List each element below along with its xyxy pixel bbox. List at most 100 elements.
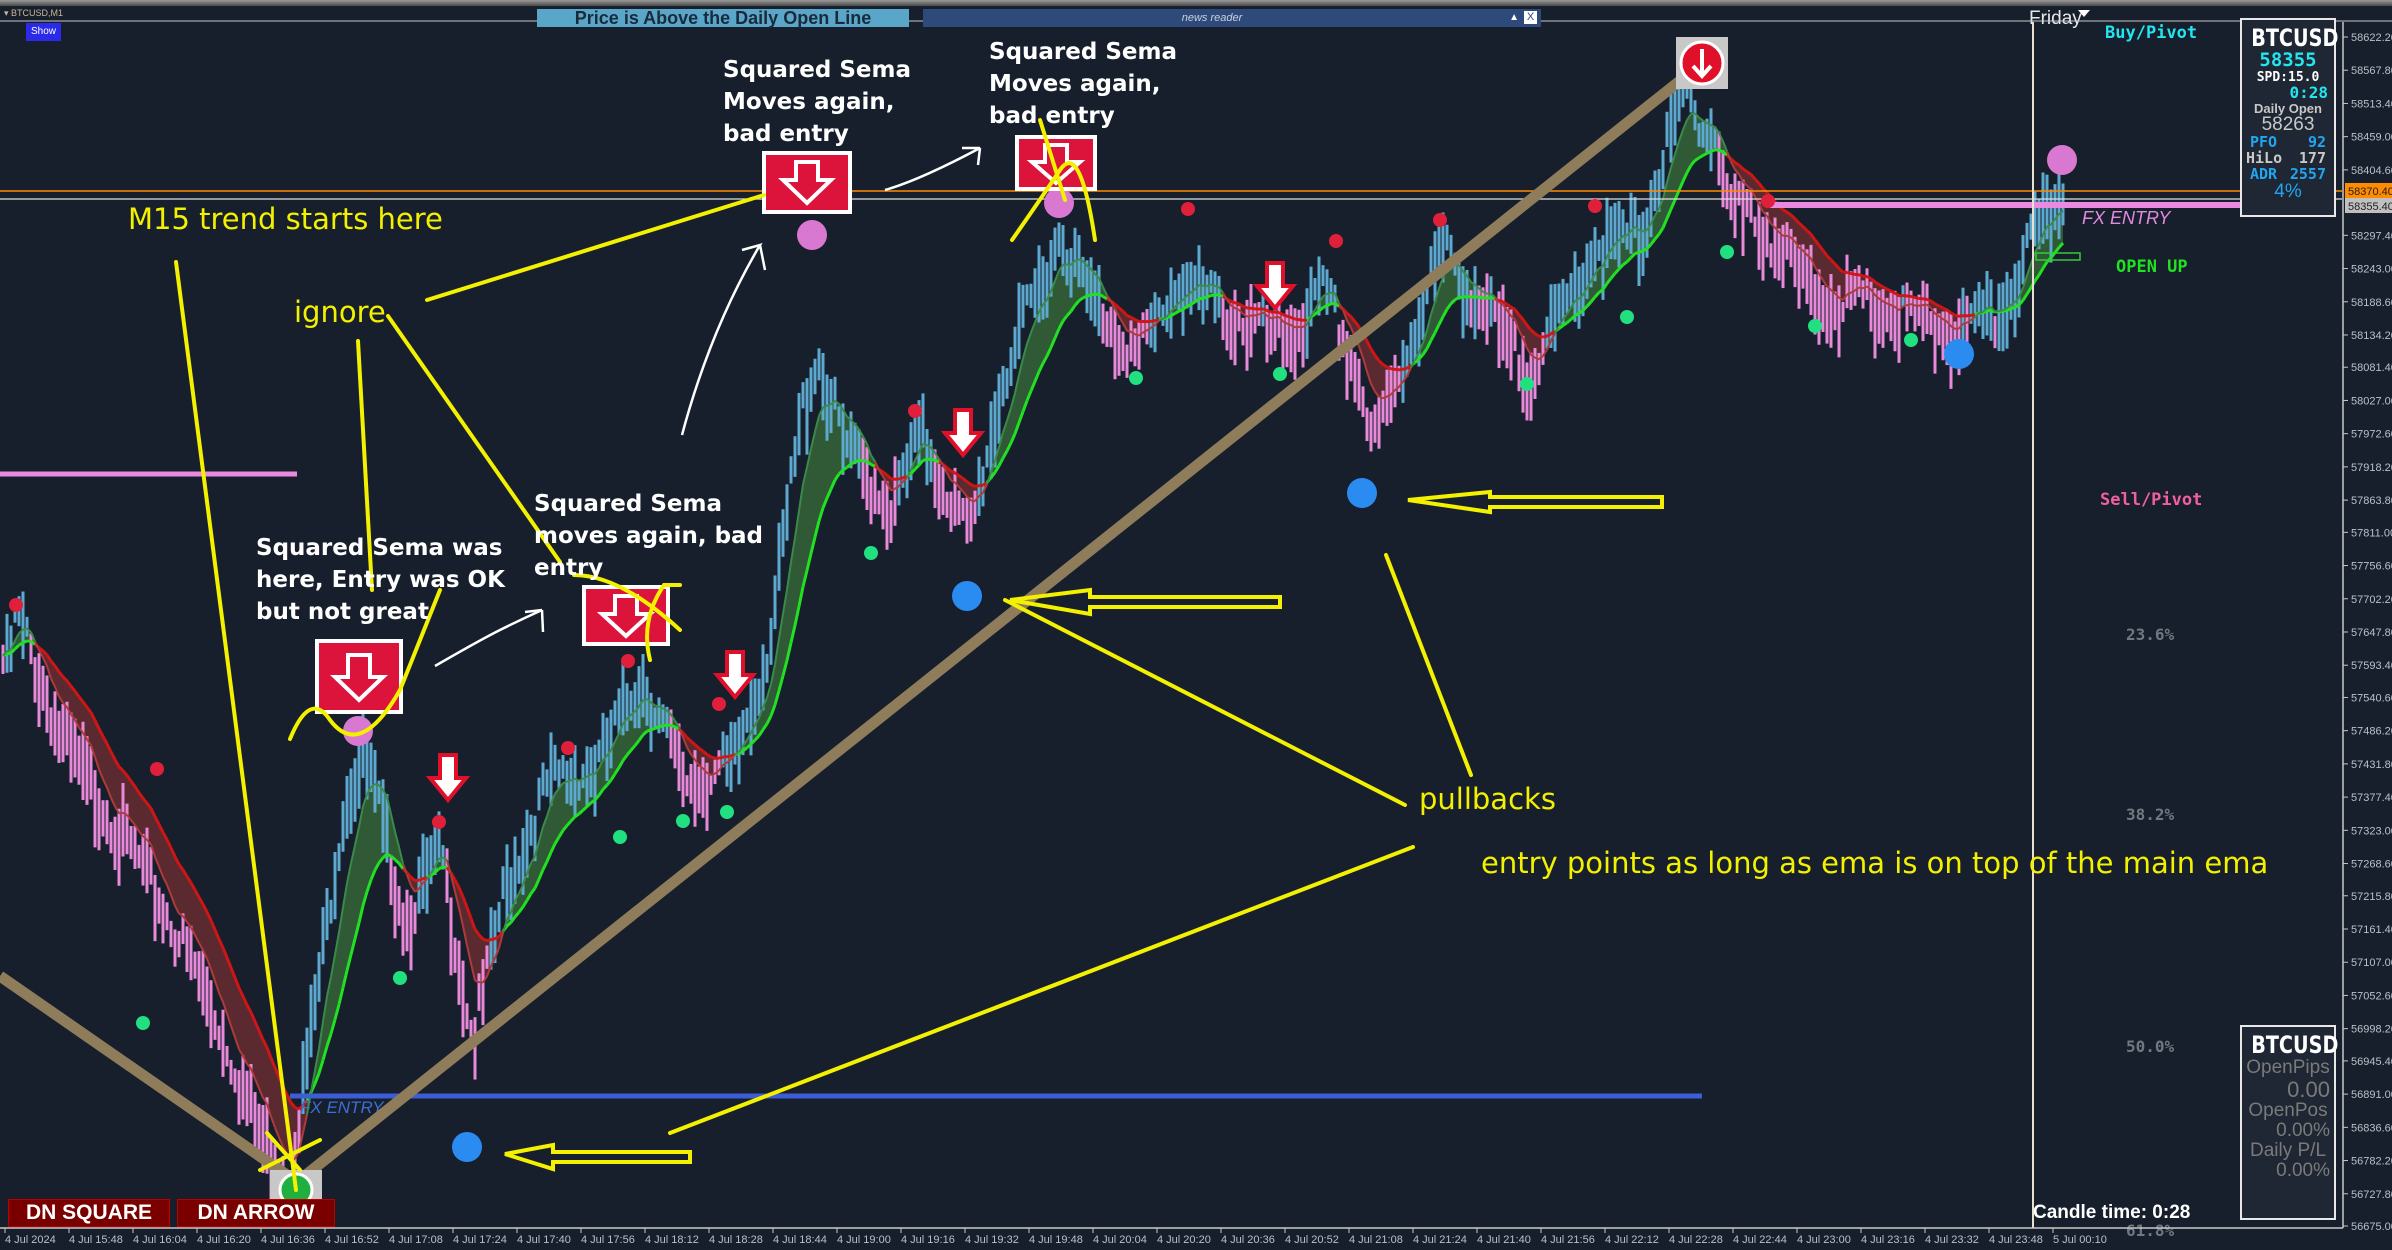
squared-sema-segment <box>970 499 976 503</box>
squared-sema-segment <box>978 492 984 497</box>
note-line: bad entry <box>723 121 849 147</box>
ema-cloud-segment <box>251 1012 255 1079</box>
squared-sema-segment <box>382 789 388 798</box>
squared-sema-segment <box>122 811 128 816</box>
squared-sema-segment <box>682 736 688 748</box>
squared-sema-segment <box>326 976 332 997</box>
squared-sema-segment <box>1922 303 1928 307</box>
main-ema-segment <box>601 784 609 791</box>
squared-sema-segment <box>362 794 368 807</box>
annotation-entry-points: entry points as long as ema is on top of… <box>1481 846 2268 880</box>
main-ema-segment <box>2041 261 2049 270</box>
red-dot <box>9 598 23 612</box>
main-ema-segment <box>77 695 85 703</box>
squared-sema-segment <box>1706 122 1712 126</box>
squared-sema-segment <box>58 695 64 704</box>
main-ema-segment <box>2014 303 2020 309</box>
main-ema-segment <box>1710 148 1716 153</box>
squared-sema-segment <box>1666 167 1672 183</box>
time-tick-label: 4 Jul 17:56 <box>581 1234 635 1246</box>
squared-sema-segment <box>222 1001 228 1014</box>
price-tick-label: 57161.40 <box>2351 924 2392 936</box>
ema-cloud-segment <box>1371 348 1375 392</box>
main-ema-segment <box>1746 170 1752 176</box>
main-ema-segment <box>2057 242 2065 249</box>
squared-sema-segment <box>1166 311 1172 318</box>
ema-cloud-segment <box>819 407 823 521</box>
squared-sema-segment <box>922 442 928 447</box>
squared-sema-segment <box>542 815 548 828</box>
squared-sema-segment <box>1434 288 1440 303</box>
note-line: Moves again, <box>989 71 1160 97</box>
squared-sema-segment <box>1690 112 1696 115</box>
main-ema-segment <box>581 805 589 812</box>
main-ema-segment <box>1437 316 1445 326</box>
squared-sema-segment <box>86 738 92 746</box>
main-ema-segment <box>1150 319 1156 323</box>
main-ema-segment <box>1525 324 1533 332</box>
price-tick-label: 56998.20 <box>2351 1024 2392 1036</box>
squared-sema-segment <box>774 638 780 665</box>
squared-sema-segment <box>1042 299 1048 306</box>
dn-arrow-button[interactable]: DN ARROW <box>177 1199 335 1227</box>
squared-sema-segment <box>358 806 364 828</box>
squared-sema-segment <box>1902 304 1908 308</box>
main-ema-segment <box>1846 270 1852 276</box>
main-ema-segment <box>781 659 789 677</box>
main-ema-segment <box>777 675 785 691</box>
squared-sema-segment <box>1238 309 1244 315</box>
main-ema-segment <box>2017 299 2025 306</box>
ema-cloud-segment <box>1815 239 1819 274</box>
main-ema-segment <box>1417 353 1425 361</box>
squared-sema-segment <box>1542 349 1548 357</box>
price-tick-label: 57377.40 <box>2351 792 2392 804</box>
squared-sema-segment <box>1826 285 1832 291</box>
main-ema-segment <box>1593 291 1601 298</box>
main-ema-segment <box>1793 217 1801 225</box>
main-ema-segment <box>1950 311 1956 317</box>
main-ema-segment <box>662 723 668 728</box>
squared-sema-segment <box>1806 254 1812 260</box>
time-tick-label: 4 Jul 18:44 <box>773 1234 827 1246</box>
dn-square-button[interactable]: DN SQUARE <box>8 1199 170 1227</box>
main-ema-segment <box>1821 249 1829 257</box>
squared-sema-segment <box>1186 291 1192 297</box>
squared-sema-segment <box>1894 306 1900 311</box>
main-ema-segment <box>177 863 185 871</box>
squared-sema-segment <box>182 915 188 923</box>
down-arrow-icon <box>596 594 656 639</box>
hilo-label: HiLo <box>2246 148 2283 167</box>
squared-sema-segment <box>674 720 680 728</box>
triangle-up-icon[interactable]: ▲ <box>1509 12 1519 23</box>
squared-sema-segment <box>190 927 196 936</box>
ema-cloud-segment <box>1655 208 1659 240</box>
main-ema-segment <box>213 929 221 940</box>
squared-sema-segment <box>1462 270 1468 277</box>
time-tick-label: 4 Jul 16:20 <box>197 1234 251 1246</box>
time-tick-label: 4 Jul 19:48 <box>1029 1234 1083 1246</box>
squared-sema-segment <box>754 717 760 726</box>
squared-sema-segment <box>818 407 824 417</box>
squared-sema-segment <box>1614 239 1620 245</box>
ema-cloud-segment <box>235 977 239 1050</box>
close-button[interactable]: X <box>1524 11 1537 24</box>
red-dot <box>1181 202 1195 216</box>
main-ema-segment <box>870 463 876 468</box>
main-ema-segment <box>2033 274 2041 282</box>
main-ema-segment <box>157 823 165 834</box>
main-ema-segment <box>801 570 809 588</box>
show-button[interactable]: Show <box>26 23 61 41</box>
squared-sema-segment <box>902 476 908 483</box>
main-ema-segment <box>353 922 361 940</box>
squared-sema-segment <box>446 859 452 876</box>
squared-sema-segment <box>778 613 784 639</box>
news-reader-bar[interactable]: news reader ▲ X <box>923 9 1541 27</box>
annotation-line <box>356 339 374 592</box>
squared-sema-segment <box>1322 293 1328 298</box>
main-ema-segment <box>1398 367 1404 372</box>
price-tick-label: 57972.60 <box>2351 429 2392 441</box>
squared-sema-segment <box>150 844 156 858</box>
main-ema-segment <box>237 987 245 997</box>
main-ema-segment <box>1170 312 1176 318</box>
